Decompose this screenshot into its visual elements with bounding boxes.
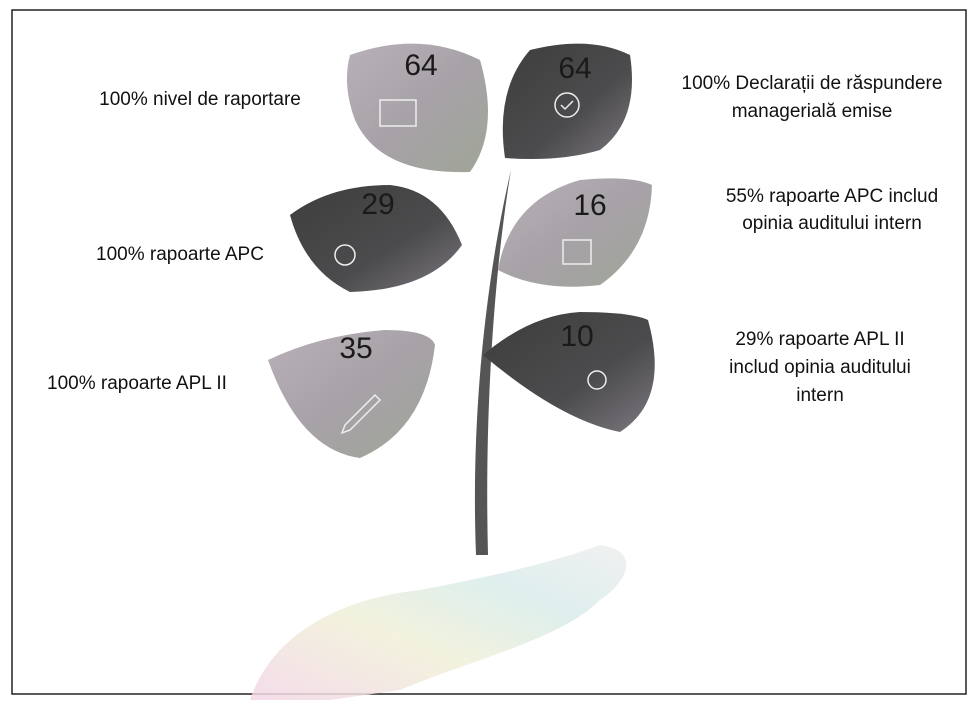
leaf-label: includ opinia auditului [729, 357, 911, 378]
leaf-label: 100% nivel de raportare [99, 89, 301, 110]
leaf-label: 55% rapoarte APC includ [726, 186, 938, 207]
leaf-label: managerială emise [732, 101, 893, 122]
leaf-label: 100% rapoarte APL II [47, 373, 227, 394]
leaf-label: 100% Declarații de răspundere [682, 73, 943, 94]
leaf-number: 64 [558, 52, 591, 85]
leaf-number: 64 [404, 49, 437, 82]
leaf-number: 29 [361, 188, 394, 221]
leaf-number: 10 [560, 320, 593, 353]
hand [250, 545, 626, 700]
leaf-label: 29% rapoarte APL II [735, 329, 904, 350]
infographic: 64 64 29 16 35 10 100% nivel de raportar… [0, 0, 973, 706]
leaf-label: 100% rapoarte APC [96, 244, 264, 265]
leaf-number: 35 [339, 332, 372, 365]
leaf-label: intern [796, 385, 844, 406]
leaf-label: opinia auditului intern [742, 213, 922, 234]
leaf-number: 16 [573, 189, 606, 222]
